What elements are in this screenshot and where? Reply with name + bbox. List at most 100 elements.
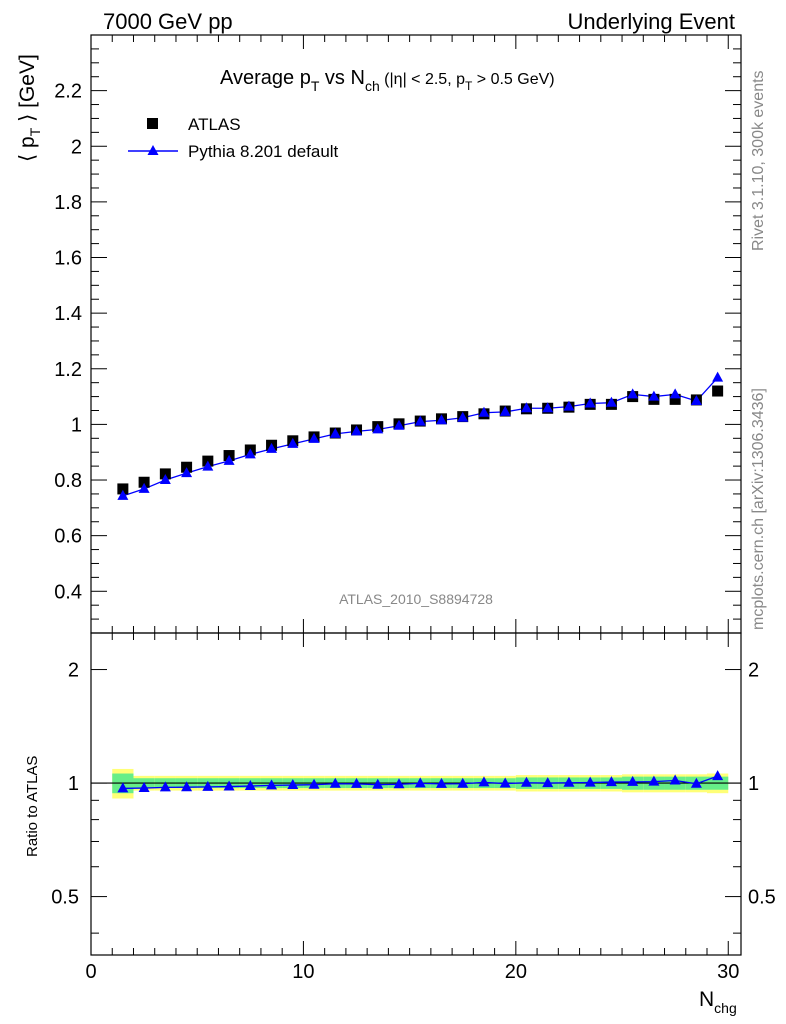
ratio-mc-point	[499, 777, 511, 788]
ratio-mc-point	[648, 775, 660, 786]
mc-data-point	[712, 371, 724, 382]
mc-data-point	[648, 390, 660, 401]
ratio-mc-point	[329, 777, 341, 788]
mc-data-point	[287, 437, 299, 448]
atlas-data-point	[669, 393, 681, 405]
mc-data-point	[223, 454, 235, 465]
y-tick-label: 1.4	[54, 303, 82, 325]
ratio-mc-point	[478, 776, 490, 787]
y-tick-label: 1	[71, 414, 82, 436]
legend-mc-label: Pythia 8.201 default	[188, 142, 339, 161]
x-axis-label: Nchg	[699, 988, 737, 1016]
mc-data-point	[159, 474, 171, 485]
atlas-data-point	[712, 385, 724, 397]
x-tick-label: 0	[85, 961, 96, 983]
ratio-mc-point	[181, 781, 193, 792]
ratio-mc-point	[308, 778, 320, 789]
ratio-mc-point	[287, 779, 299, 790]
mc-data-point	[542, 402, 554, 413]
y-tick-label: 1.6	[54, 248, 82, 270]
title-cuts-b: > 0.5 GeV)	[472, 71, 554, 88]
ratio-mc-point	[542, 777, 554, 788]
y-axis-label: ⟨ pT ⟩ [GeV]	[16, 54, 43, 162]
mc-data-point	[414, 415, 426, 426]
title-main-sub: T	[311, 78, 320, 94]
atlas-data-point	[117, 483, 129, 495]
legend-atlas-label: ATLAS	[188, 115, 241, 134]
title-vs: vs N	[319, 67, 365, 89]
ratio-mc-point	[266, 779, 278, 790]
x-label-sub: chg	[714, 1000, 737, 1016]
ratio-mc-point	[414, 777, 426, 788]
mc-data-point	[478, 406, 490, 417]
ratio-mc-point	[351, 777, 363, 788]
ratio-mc-point	[117, 782, 129, 793]
legend: ATLAS Pythia 8.201 default	[128, 115, 339, 161]
mc-data-point	[690, 395, 702, 406]
y-tick-label: 0.6	[54, 526, 82, 548]
ratio-y-tick-label: 2	[68, 660, 79, 682]
mc-data-point	[266, 442, 278, 453]
ratio-panel-frame	[90, 632, 742, 956]
y-tick-label: 1.8	[54, 192, 82, 214]
mcplots-label: mcplots.cern.ch [arXiv:1306.3436]	[750, 388, 767, 630]
mc-data-point	[202, 460, 214, 471]
plot-title: Average pT vs Nch (|η| < 2.5, pT > 0.5 G…	[220, 67, 555, 94]
mc-data-point	[520, 402, 532, 413]
ratio-mc-point	[457, 777, 469, 788]
y-label-open: ⟨ p	[16, 136, 39, 162]
ratio-mc-point	[223, 780, 235, 791]
title-cuts-sub: T	[465, 79, 473, 93]
ratio-mc-point	[627, 775, 639, 786]
mc-data-point	[117, 489, 129, 500]
ratio-mc-point	[712, 770, 724, 781]
ratio-mc-point	[520, 776, 532, 787]
title-cuts-a: (|η| < 2.5, p	[380, 71, 465, 88]
mc-data-point	[499, 405, 511, 416]
ratio-mc-point	[605, 776, 617, 787]
mc-data-point	[627, 388, 639, 399]
analysis-id: ATLAS_2010_S8894728	[339, 591, 493, 607]
mc-data-point	[372, 423, 384, 434]
atlas-data-point	[159, 468, 171, 480]
ratio-y-tick-label-right: 0.5	[748, 887, 776, 909]
ratio-mc-point	[244, 780, 256, 791]
mc-data-point	[669, 388, 681, 399]
ratio-y-tick-label: 1	[68, 773, 79, 795]
mc-data-point	[584, 397, 596, 408]
x-tick-label: 10	[292, 961, 314, 983]
ratio-mc-point	[563, 776, 575, 787]
y-tick-label: 1.2	[54, 359, 82, 381]
y-label-sub: T	[27, 127, 43, 136]
legend-mc-marker	[147, 145, 159, 155]
header-right: Underlying Event	[567, 9, 735, 34]
mc-data-point	[435, 414, 447, 425]
title-main: Average p	[220, 67, 311, 89]
ratio-mc-point	[202, 780, 214, 791]
mc-data-point	[605, 396, 617, 407]
ratio-y-tick-label: 0.5	[51, 887, 79, 909]
legend-atlas-marker	[147, 118, 158, 129]
mc-data-point	[181, 467, 193, 478]
y-tick-label: 0.8	[54, 470, 82, 492]
y-tick-label: 0.4	[54, 581, 82, 603]
y-label-close: ⟩ [GeV]	[16, 54, 39, 128]
header-left: 7000 GeV pp	[103, 9, 233, 34]
mc-data-point	[393, 419, 405, 430]
ratio-mc-point	[372, 778, 384, 789]
rivet-version-label: Rivet 3.1.10, 300k events	[750, 70, 767, 251]
ratio-y-tick-label-right: 2	[748, 660, 759, 682]
ratio-mc-point	[393, 778, 405, 789]
y-tick-label: 2	[71, 136, 82, 158]
mc-data-point	[244, 448, 256, 459]
y-tick-label: 2.2	[54, 81, 82, 103]
mc-data-point	[563, 400, 575, 411]
mc-data-point	[351, 425, 363, 436]
x-tick-label: 30	[717, 961, 739, 983]
ratio-mc-point	[584, 776, 596, 787]
mc-data-point	[308, 432, 320, 443]
ratio-y-tick-label-right: 1	[748, 773, 759, 795]
title-vs-sub: ch	[365, 78, 380, 94]
ratio-mc-point	[669, 774, 681, 785]
